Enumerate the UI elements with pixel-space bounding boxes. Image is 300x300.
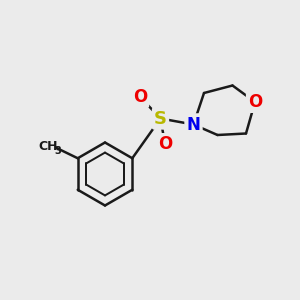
Text: O: O: [248, 93, 262, 111]
Text: N: N: [187, 116, 200, 134]
Text: N: N: [187, 116, 200, 134]
Text: O: O: [133, 88, 147, 106]
Text: S: S: [154, 110, 167, 128]
Text: 3: 3: [54, 146, 61, 156]
Text: O: O: [158, 135, 172, 153]
Text: CH: CH: [38, 140, 58, 153]
